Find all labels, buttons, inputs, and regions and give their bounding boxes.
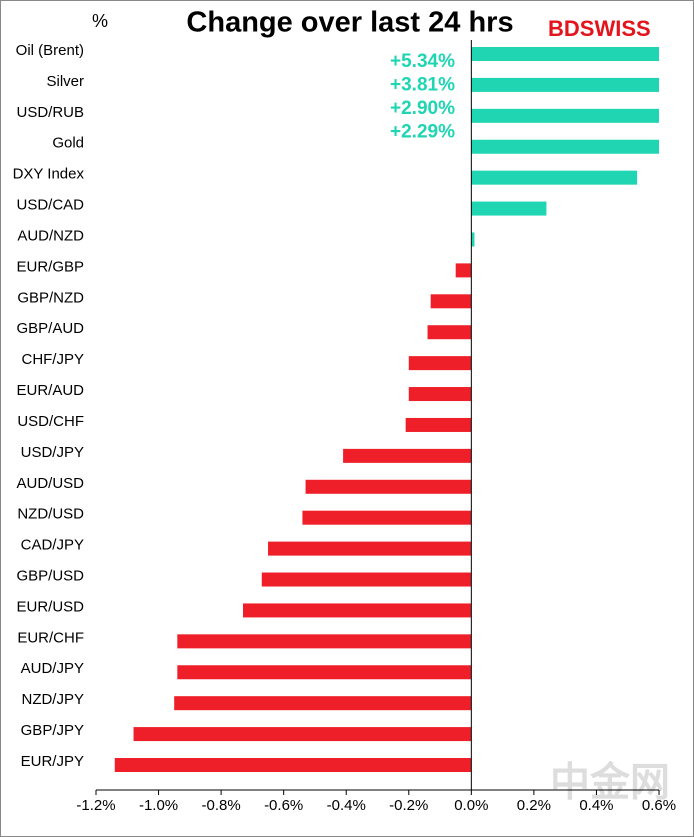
category-label: GBP/JPY	[21, 722, 84, 739]
x-tick-label: -0.4%	[327, 797, 366, 814]
bar	[405, 417, 472, 432]
bar	[302, 510, 472, 525]
watermark: 中金网	[550, 760, 670, 805]
category-label: EUR/USD	[16, 598, 84, 615]
category-label: CHF/JPY	[21, 351, 84, 368]
bar	[261, 572, 472, 587]
bar	[471, 232, 475, 247]
x-tick-label: -1.2%	[76, 797, 115, 814]
x-tick-label: 0.0%	[454, 797, 488, 814]
category-label: NZD/USD	[17, 506, 84, 523]
unit-label: %	[92, 11, 108, 31]
bar	[114, 758, 472, 772]
category-label: DXY Index	[13, 166, 85, 183]
logo: BDSWISS	[548, 16, 651, 41]
bar	[430, 294, 472, 309]
bar	[133, 727, 472, 742]
bars	[114, 47, 659, 772]
bar	[471, 170, 638, 185]
category-label: GBP/USD	[16, 567, 84, 584]
value-label: +2.29%	[390, 122, 455, 143]
x-tick-label: -1.0%	[139, 797, 178, 814]
bar	[408, 387, 472, 402]
category-label: CAD/JPY	[21, 537, 84, 554]
x-tick-label: 0.2%	[517, 797, 551, 814]
category-label: EUR/AUD	[16, 382, 84, 399]
category-label: AUD/JPY	[21, 660, 84, 677]
bar	[455, 263, 472, 278]
category-label: AUD/NZD	[17, 227, 84, 244]
value-label: +3.81%	[390, 75, 455, 96]
x-tick-label: 0.6%	[642, 797, 676, 814]
category-label: Oil (Brent)	[16, 42, 84, 59]
bar	[243, 603, 472, 618]
category-label: USD/CAD	[16, 197, 84, 214]
category-label: NZD/JPY	[21, 691, 84, 708]
category-label: GBP/AUD	[16, 320, 84, 337]
bar	[177, 665, 472, 680]
x-tick-label: -0.2%	[389, 797, 428, 814]
bar	[427, 325, 472, 340]
value-label: +5.34%	[390, 51, 455, 72]
category-label: Silver	[46, 73, 84, 90]
category-label: EUR/JPY	[21, 753, 84, 770]
bar	[471, 108, 659, 123]
bar	[174, 696, 472, 711]
bar	[177, 634, 472, 649]
bar	[471, 47, 659, 61]
x-tick-label: 0.4%	[579, 797, 613, 814]
value-label: +2.90%	[390, 98, 455, 119]
category-label: EUR/GBP	[16, 258, 84, 275]
category-label: USD/CHF	[17, 413, 84, 430]
category-label: GBP/NZD	[17, 289, 84, 306]
category-label: Gold	[52, 135, 84, 152]
category-label: AUD/USD	[16, 475, 84, 492]
bar	[343, 448, 472, 463]
bar	[305, 479, 472, 494]
category-label: USD/RUB	[16, 104, 84, 121]
chart-title: Change over last 24 hrs	[186, 7, 513, 39]
bar	[471, 201, 547, 216]
bar	[471, 77, 659, 92]
bar	[408, 356, 472, 371]
x-tick-label: -0.8%	[202, 797, 241, 814]
category-label: USD/JPY	[21, 444, 84, 461]
category-label: EUR/CHF	[17, 629, 84, 646]
bar	[471, 139, 659, 154]
bar	[268, 541, 472, 556]
x-tick-label: -0.6%	[264, 797, 303, 814]
